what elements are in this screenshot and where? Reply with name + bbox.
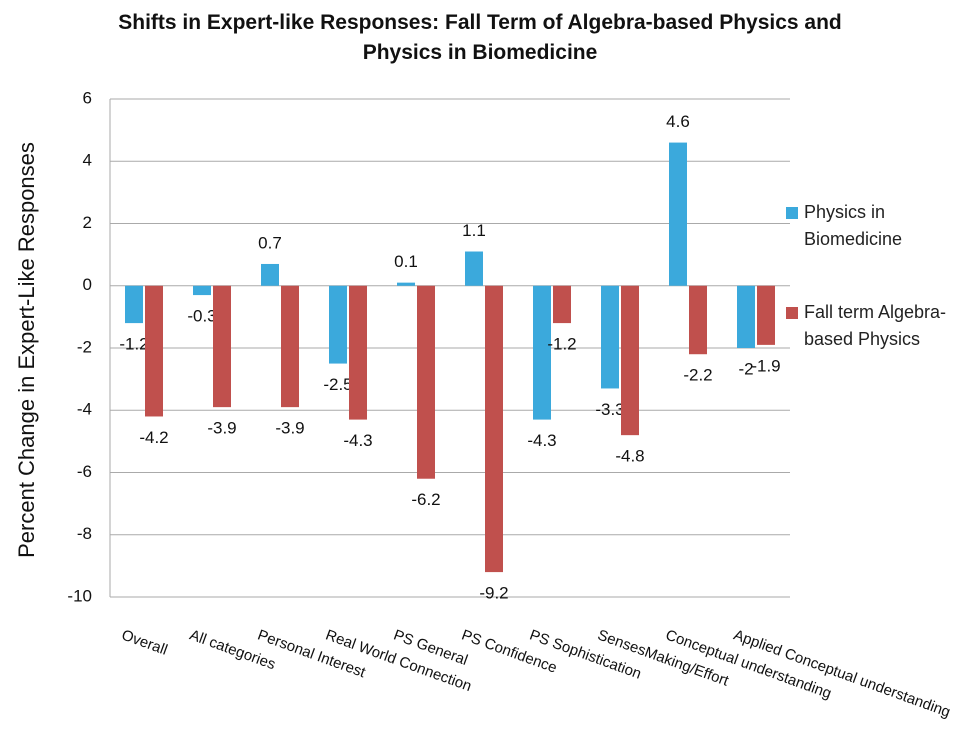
bar	[213, 285, 231, 408]
data-label: -3.9	[275, 419, 304, 438]
data-label: -4.2	[139, 428, 168, 447]
y-tick-label: -10	[67, 586, 92, 605]
data-label: -2.5	[323, 375, 352, 394]
y-tick-label: 6	[83, 88, 92, 107]
data-label: -2	[738, 359, 753, 378]
data-label: -1.2	[119, 335, 148, 354]
bar	[621, 285, 639, 436]
data-label: -3.9	[207, 419, 236, 438]
data-label: -6.2	[411, 490, 440, 509]
data-label: -4.8	[615, 447, 644, 466]
bar	[329, 285, 347, 364]
y-tick-label: -2	[77, 337, 92, 356]
bar	[465, 251, 483, 286]
y-axis-label: Percent Change in Expert-Like Responses	[14, 142, 39, 558]
y-tick-label: 2	[83, 213, 92, 232]
data-label: 0.1	[394, 252, 418, 271]
bar	[261, 263, 279, 286]
bar	[349, 285, 367, 420]
data-label: 0.7	[258, 233, 282, 252]
bar	[145, 285, 163, 417]
y-tick-label: 4	[83, 151, 92, 170]
bar	[757, 285, 775, 345]
y-tick-label: -6	[77, 462, 92, 481]
y-tick-label: -4	[77, 400, 92, 419]
bar	[193, 285, 211, 296]
data-label: -1.2	[547, 335, 576, 354]
y-tick-label: 0	[83, 275, 92, 294]
data-label: -9.2	[479, 584, 508, 603]
bar	[669, 142, 687, 286]
bar	[689, 285, 707, 355]
data-label: -4.3	[343, 431, 372, 450]
x-tick-label: Overall	[119, 627, 169, 659]
y-tick-label: -8	[77, 524, 92, 543]
bar	[533, 285, 551, 420]
data-label: -0.3	[187, 307, 216, 326]
chart-title: Shifts in Expert-like Responses: Fall Te…	[118, 11, 842, 64]
data-label: -3.3	[595, 400, 624, 419]
data-label: 4.6	[666, 112, 690, 131]
bar	[417, 285, 435, 479]
data-label: -2.2	[683, 366, 712, 385]
data-label: 1.1	[462, 221, 486, 240]
bar	[281, 285, 299, 408]
bar	[553, 285, 571, 324]
legend-swatch	[786, 307, 798, 319]
legend-label: Physics in Biomedicine	[804, 202, 903, 249]
data-label: -1.9	[751, 356, 780, 375]
bar	[485, 285, 503, 573]
bar	[737, 285, 755, 348]
bar	[125, 285, 143, 324]
bar	[397, 282, 415, 286]
data-label: -4.3	[527, 431, 556, 450]
bar	[601, 285, 619, 389]
legend-label: Fall term Algebra-based Physics	[804, 302, 947, 349]
legend-swatch	[786, 207, 798, 219]
